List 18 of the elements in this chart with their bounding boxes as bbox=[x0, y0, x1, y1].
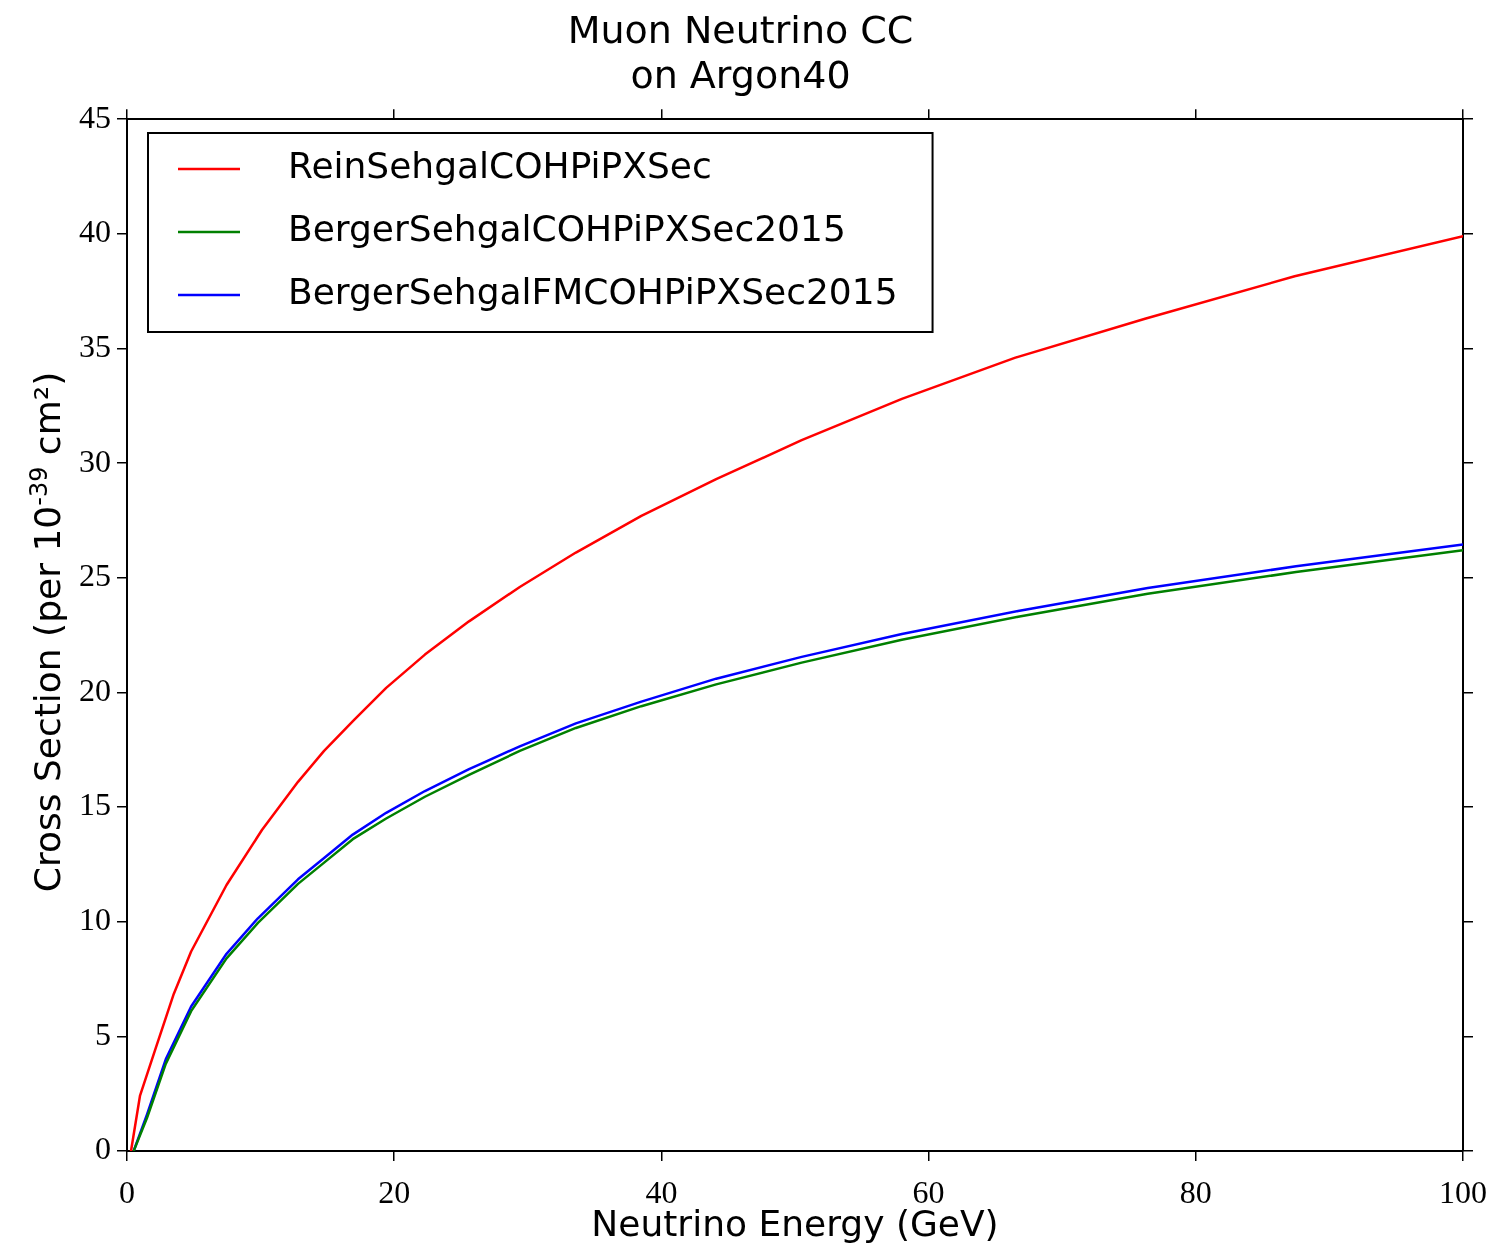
x-tick-label: 20 bbox=[378, 1173, 411, 1210]
chart-title: Muon Neutrino CC on Argon40 bbox=[567, 7, 914, 98]
y-tick-label: 45 bbox=[79, 98, 111, 135]
y-tick-label: 0 bbox=[95, 1130, 111, 1167]
x-tick-label: 80 bbox=[1179, 1173, 1212, 1210]
y-tick-label: 40 bbox=[79, 213, 111, 250]
x-tick-label: 100 bbox=[1439, 1173, 1487, 1210]
y-tick-label: 5 bbox=[95, 1015, 111, 1052]
y-tick-label: 30 bbox=[79, 442, 111, 479]
y-tick-label: 25 bbox=[79, 557, 111, 594]
x-tick-label: 0 bbox=[119, 1173, 135, 1210]
y-tick-label: 10 bbox=[79, 901, 111, 938]
y-tick-label: 20 bbox=[79, 671, 111, 708]
y-tick-label: 35 bbox=[79, 327, 111, 364]
legend-label: ReinSehgalCOHPiPXSec bbox=[288, 145, 712, 187]
legend-label: BergerSehgalCOHPiPXSec2015 bbox=[288, 208, 846, 250]
legend-label: BergerSehgalFMCOHPiPXSec2015 bbox=[288, 271, 898, 313]
y-tick-label: 15 bbox=[79, 786, 111, 823]
